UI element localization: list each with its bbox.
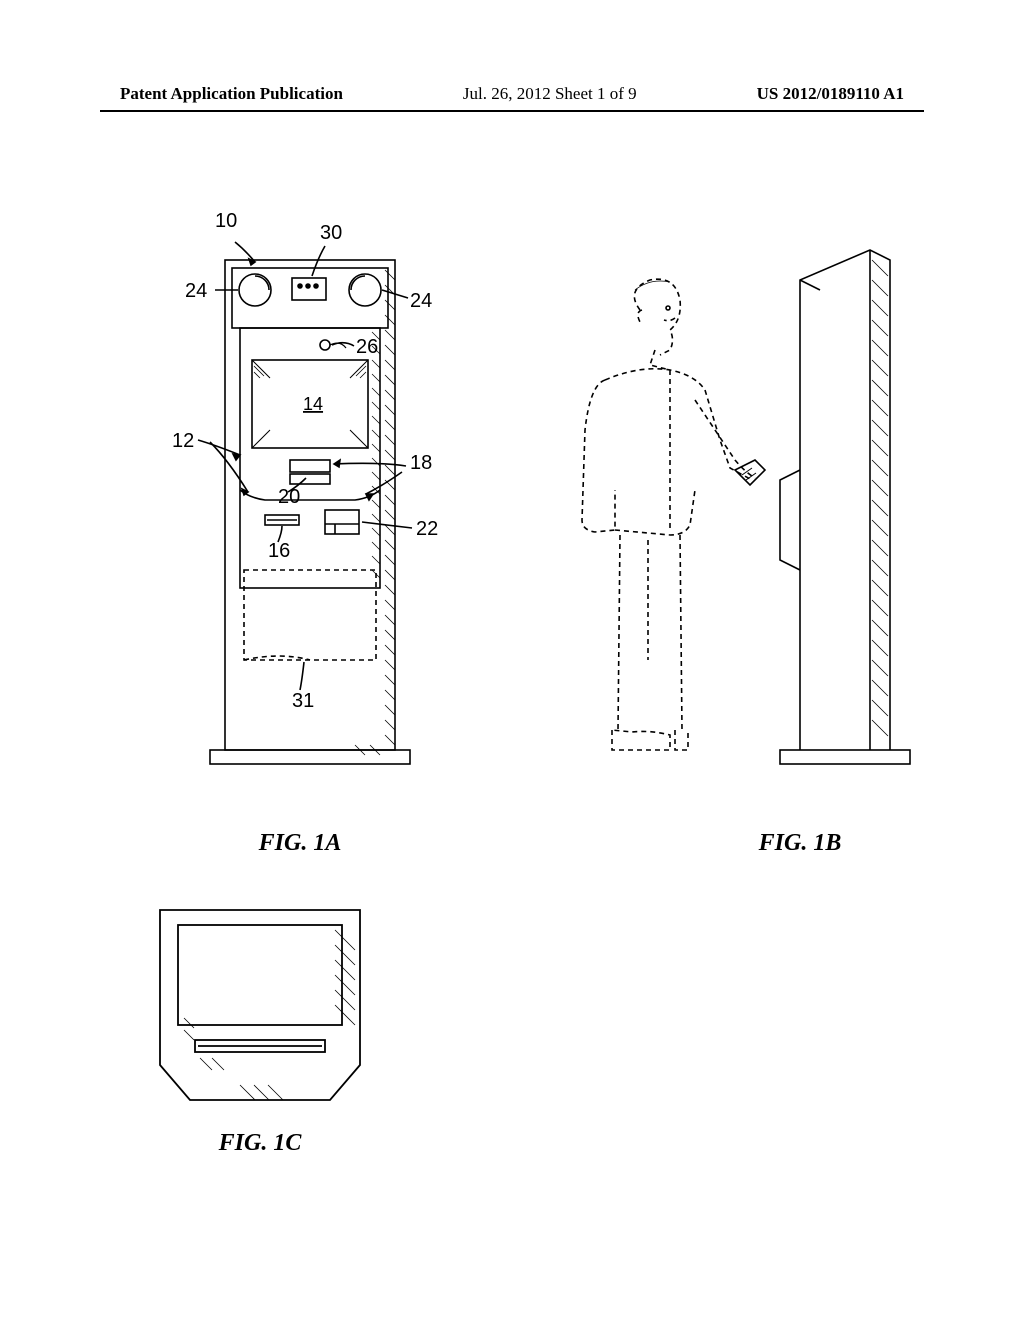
fig-1c-svg [140,890,380,1130]
fig-1a: 14 [120,190,480,857]
ref-16: 16 [268,540,290,563]
fig-1a-svg: 14 [120,190,480,830]
ref-30: 30 [320,222,342,245]
header-center: Jul. 26, 2012 Sheet 1 of 9 [463,84,637,104]
fig-1a-label: FIG. 1A [120,830,480,857]
ref-22: 22 [416,518,438,541]
ref-24-right: 24 [410,290,432,313]
ref-31: 31 [292,690,314,713]
ref-18: 18 [410,452,432,475]
patent-header: Patent Application Publication Jul. 26, … [0,84,1024,104]
header-left: Patent Application Publication [120,84,343,104]
ref-12: 12 [172,430,194,453]
fig-1c: FIG. 1C [140,890,380,1157]
ref-10: 10 [215,210,237,233]
ref-20: 20 [278,486,300,509]
fig-1b-svg [520,190,920,830]
figures-area: 14 [100,170,924,1260]
ref-24-left: 24 [185,280,207,303]
fig-1b: FIG. 1B [520,190,920,857]
header-right: US 2012/0189110 A1 [757,84,904,104]
fig-1c-label: FIG. 1C [140,1130,380,1157]
ref-14: 14 [303,394,323,414]
fig-1b-label: FIG. 1B [680,830,920,857]
header-rule [100,110,924,112]
ref-26: 26 [356,336,378,359]
